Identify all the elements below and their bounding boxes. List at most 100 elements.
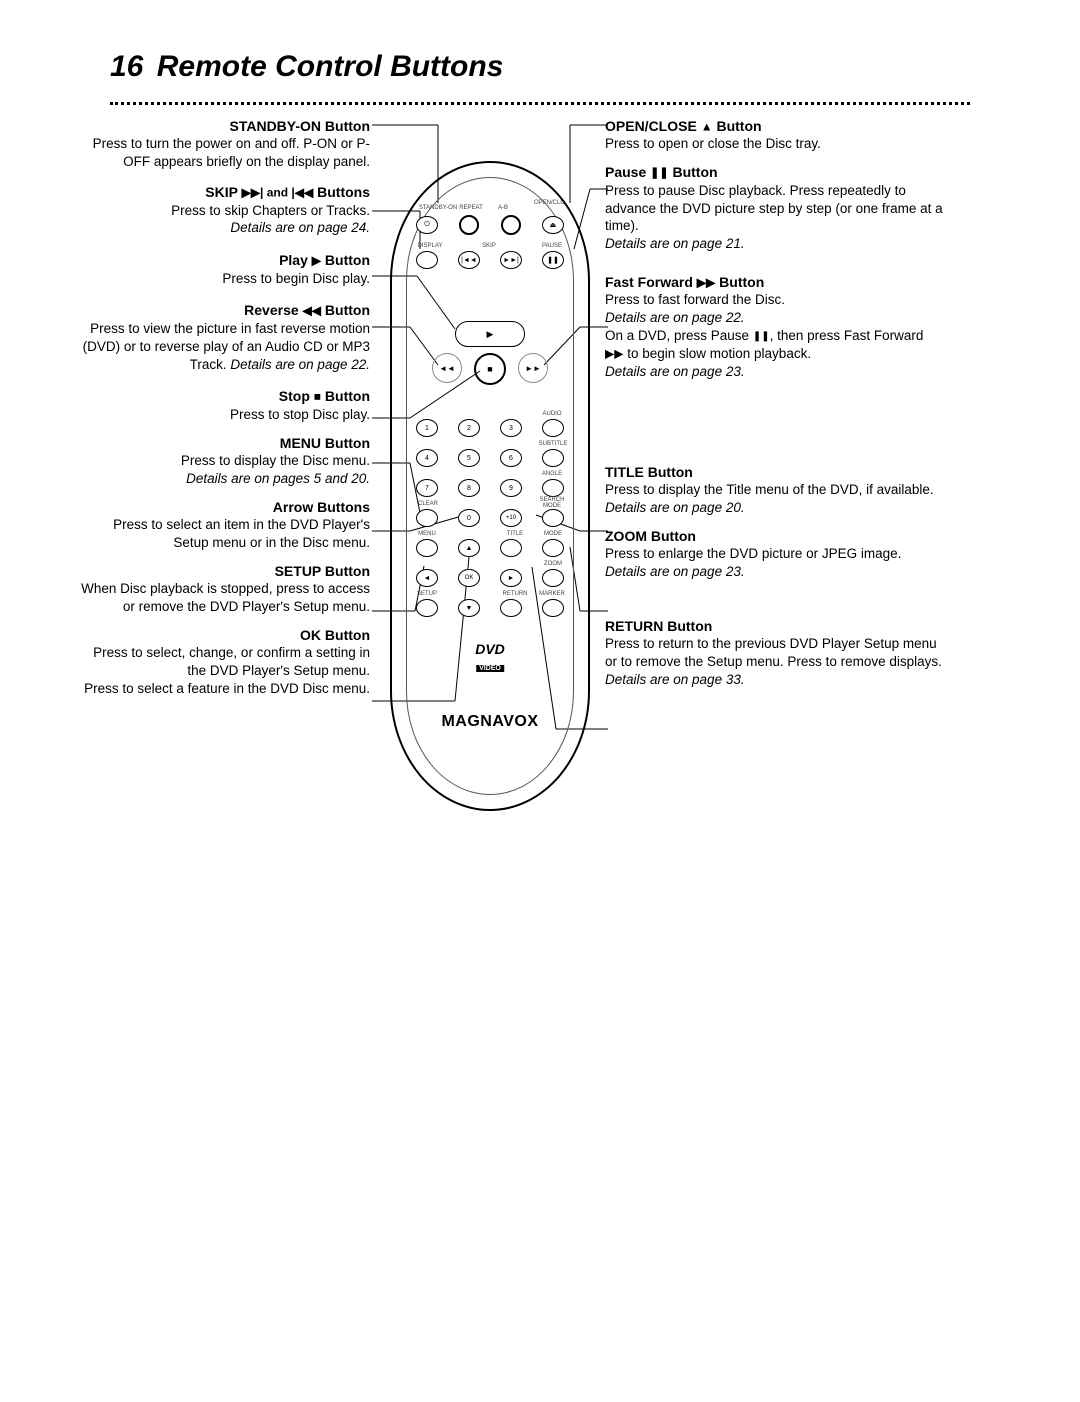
- ok-button[interactable]: OK: [458, 569, 480, 587]
- anno-title: Play ▶ Button: [80, 251, 370, 269]
- num-7[interactable]: 7: [416, 479, 438, 497]
- num-6[interactable]: 6: [500, 449, 522, 467]
- anno-body: Press to begin Disc play.: [80, 270, 370, 288]
- lbl-subtitle: SUBTITLE: [538, 441, 568, 447]
- skip-prev-button[interactable]: |◄◄: [458, 251, 480, 269]
- lbl-openclose: OPEN/CLOSE: [534, 200, 564, 206]
- num-1[interactable]: 1: [416, 419, 438, 437]
- setup-button[interactable]: [416, 599, 438, 617]
- anno-title: RETURN Button: [605, 617, 945, 635]
- openclose-button[interactable]: ⏏: [542, 216, 564, 234]
- anno-play: Play ▶ Button Press to begin Disc play.: [80, 251, 370, 287]
- num-5[interactable]: 5: [458, 449, 480, 467]
- skip-next-button[interactable]: ►►|: [500, 251, 522, 269]
- num-plus10[interactable]: +10: [500, 509, 522, 527]
- anno-body: Press to turn the power on and off. P-ON…: [80, 135, 370, 171]
- anno-title-btn: TITLE Button Press to display the Title …: [605, 463, 945, 517]
- lbl-repeat: REPEAT: [456, 205, 486, 211]
- title-divider: [110, 102, 970, 105]
- anno-details: Details are on page 33.: [605, 672, 745, 687]
- anno-body: Press to skip Chapters or Tracks.: [80, 202, 370, 220]
- page-title: 16 Remote Control Buttons: [110, 50, 970, 84]
- return-button[interactable]: [500, 599, 522, 617]
- left-annotations: STANDBY-ON Button Press to turn the powe…: [80, 111, 370, 698]
- anno-title: ZOOM Button: [605, 527, 945, 545]
- anno-setup: SETUP Button When Disc playback is stopp…: [80, 562, 370, 616]
- lbl-menu: MENU: [416, 531, 438, 537]
- lbl-skip: SKIP: [464, 243, 514, 249]
- num-9[interactable]: 9: [500, 479, 522, 497]
- anno-title: Pause ❚❚ Button: [605, 163, 945, 181]
- ab-button[interactable]: [501, 215, 521, 235]
- num-2[interactable]: 2: [458, 419, 480, 437]
- lbl-standby: STANDBY-ON: [418, 205, 458, 211]
- anno-details: Details are on page 21.: [605, 235, 945, 253]
- remote-diagram: STANDBY-ON REPEAT A-B OPEN/CLOSE ⏻ ⏏ DIS…: [390, 161, 590, 811]
- brand-logo: MAGNAVOX: [441, 713, 538, 731]
- up-button[interactable]: ▲: [458, 539, 480, 557]
- anno-title: STANDBY-ON Button: [80, 117, 370, 135]
- mode-button[interactable]: [542, 539, 564, 557]
- anno-title: Arrow Buttons: [80, 498, 370, 516]
- anno-details: Details are on page 22.: [605, 309, 945, 327]
- anno-details: Details are on page 24.: [80, 219, 370, 237]
- standby-button[interactable]: ⏻: [416, 216, 438, 234]
- audio-button[interactable]: [542, 419, 564, 437]
- anno-details: Details are on page 22.: [230, 357, 370, 372]
- anno-body: Press to display the Title menu of the D…: [605, 481, 945, 499]
- lbl-ab: A-B: [494, 205, 512, 211]
- num-3[interactable]: 3: [500, 419, 522, 437]
- transport-cluster: ▶ ◄◄ ■ ►►: [430, 321, 550, 397]
- anno-body: Press to pause Disc playback. Press repe…: [605, 182, 945, 235]
- anno-skip: SKIP ▶▶| and |◀◀ Buttons Press to skip C…: [80, 183, 370, 237]
- stop-button[interactable]: ■: [474, 353, 506, 385]
- lbl-angle: ANGLE: [540, 471, 564, 477]
- anno-details: Details are on page 23.: [605, 363, 945, 381]
- anno-body: When Disc playback is stopped, press to …: [80, 580, 370, 616]
- anno-title: Reverse ◀◀ Button: [80, 301, 370, 319]
- anno-pause: Pause ❚❚ Button Press to pause Disc play…: [605, 163, 945, 253]
- marker-button[interactable]: [542, 599, 564, 617]
- zoom-button[interactable]: [542, 569, 564, 587]
- anno-body: Press to return to the previous DVD Play…: [605, 636, 942, 669]
- anno-body: Press to select, change, or confirm a se…: [80, 644, 370, 697]
- lbl-display: DISPLAY: [416, 243, 444, 249]
- subtitle-button[interactable]: [542, 449, 564, 467]
- clear-button[interactable]: [416, 509, 438, 527]
- display-button[interactable]: [416, 251, 438, 269]
- anno-body: Press to fast forward the Disc.: [605, 291, 945, 309]
- anno-body: Press to select an item in the DVD Playe…: [80, 516, 370, 552]
- lbl-return: RETURN: [502, 591, 528, 597]
- anno-body: Press to enlarge the DVD picture or JPEG…: [605, 545, 945, 563]
- content-area: STANDBY-ON Button Press to turn the powe…: [110, 111, 970, 881]
- anno-ok: OK Button Press to select, change, or co…: [80, 626, 370, 698]
- title-button[interactable]: [500, 539, 522, 557]
- down-button[interactable]: ▼: [458, 599, 480, 617]
- left-button[interactable]: ◄: [416, 569, 438, 587]
- search-button[interactable]: [542, 509, 564, 527]
- lbl-mode: MODE: [542, 531, 564, 537]
- anno-body: Press to stop Disc play.: [80, 406, 370, 424]
- num-0[interactable]: 0: [458, 509, 480, 527]
- fastforward-button[interactable]: ►►: [518, 353, 548, 383]
- anno-ff: Fast Forward ▶▶ Button Press to fast for…: [605, 273, 945, 381]
- lbl-title: TITLE: [504, 531, 526, 537]
- lbl-search: SEARCH MODE: [536, 497, 568, 509]
- anno-details: Details are on page 20.: [605, 499, 945, 517]
- lbl-clear: CLEAR: [416, 501, 440, 507]
- lbl-setup: SETUP: [416, 591, 438, 597]
- num-8[interactable]: 8: [458, 479, 480, 497]
- menu-button[interactable]: [416, 539, 438, 557]
- reverse-button[interactable]: ◄◄: [432, 353, 462, 383]
- anno-title: Stop ■ Button: [80, 387, 370, 405]
- repeat-button[interactable]: [459, 215, 479, 235]
- anno-title: OPEN/CLOSE ▲ Button: [605, 117, 945, 135]
- play-button[interactable]: ▶: [455, 321, 525, 347]
- anno-title: MENU Button: [80, 434, 370, 452]
- pause-button[interactable]: ❚❚: [542, 251, 564, 269]
- angle-button[interactable]: [542, 479, 564, 497]
- right-button[interactable]: ►: [500, 569, 522, 587]
- page-number: 16: [110, 50, 143, 83]
- anno-title: OK Button: [80, 626, 370, 644]
- num-4[interactable]: 4: [416, 449, 438, 467]
